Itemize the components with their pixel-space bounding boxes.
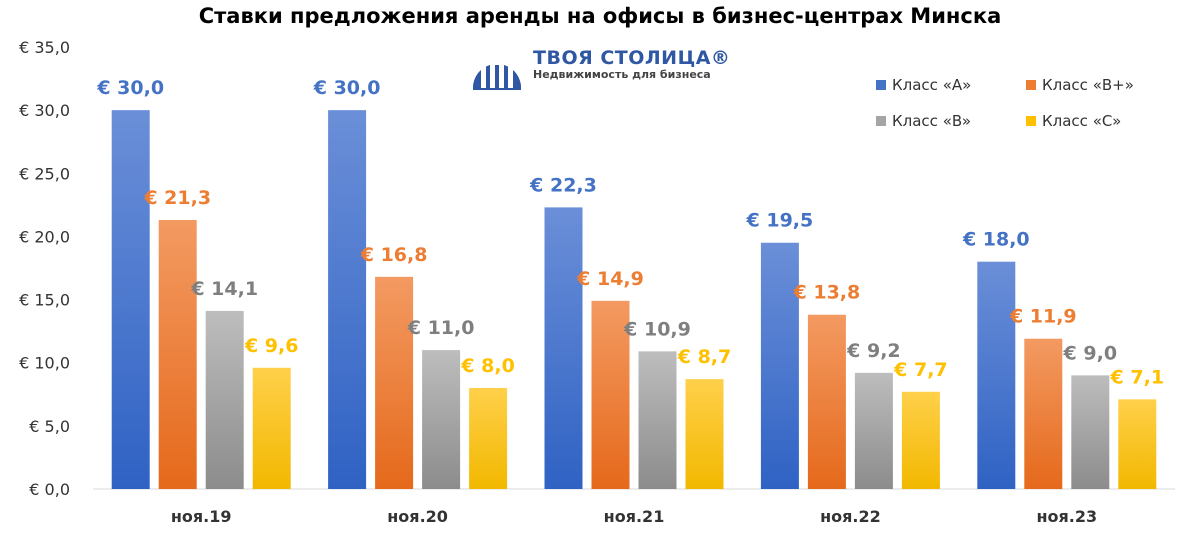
- x-tick-label: ноя.20: [387, 507, 448, 526]
- data-label: € 8,7: [677, 346, 732, 368]
- bar: [807, 314, 846, 489]
- y-tick-label: € 0,0: [29, 480, 70, 499]
- y-tick-label: € 35,0: [19, 38, 70, 57]
- legend-label: Класс «B»: [892, 112, 972, 130]
- bar: [111, 110, 150, 490]
- data-label: € 21,3: [143, 187, 211, 209]
- bar: [854, 372, 893, 489]
- y-tick-label: € 30,0: [19, 101, 70, 120]
- bar: [901, 391, 940, 489]
- bar: [638, 351, 677, 489]
- data-label: € 7,7: [893, 359, 948, 381]
- bar: [469, 387, 508, 489]
- x-tick-label: ноя.22: [820, 507, 881, 526]
- data-label: € 14,1: [190, 278, 258, 300]
- y-tick-label: € 15,0: [19, 291, 70, 310]
- legend-swatch: [876, 80, 886, 90]
- bar: [591, 300, 630, 489]
- data-label: € 22,3: [529, 174, 597, 196]
- data-label: € 30,0: [313, 77, 381, 99]
- data-label: € 7,1: [1110, 366, 1165, 388]
- bar: [685, 379, 724, 489]
- logo-tagline: Недвижимость для бизнеса: [533, 68, 711, 81]
- data-label: € 16,8: [360, 244, 428, 266]
- data-label: € 11,9: [1009, 306, 1077, 328]
- legend-item-a: Класс «A»: [876, 76, 1026, 94]
- data-label: € 11,0: [407, 317, 475, 339]
- legend-label: Класс «B+»: [1042, 76, 1134, 94]
- legend: Класс «A» Класс «B+» Класс «B» Класс «C»: [876, 76, 1176, 130]
- data-label: € 8,0: [460, 355, 515, 377]
- x-tick-label: ноя.21: [604, 507, 665, 526]
- bar: [1071, 375, 1110, 489]
- legend-item-b: Класс «B»: [876, 112, 1026, 130]
- logo: ТВОЯ СТОЛИЦА® Недвижимость для бизнеса: [471, 38, 730, 90]
- legend-label: Класс «A»: [892, 76, 972, 94]
- legend-swatch: [876, 116, 886, 126]
- bar: [1118, 399, 1157, 489]
- data-label: € 10,9: [623, 318, 691, 340]
- y-tick-label: € 10,0: [19, 354, 70, 373]
- legend-item-bplus: Класс «B+»: [1026, 76, 1176, 94]
- logo-name: ТВОЯ СТОЛИЦА®: [533, 47, 731, 69]
- bar: [205, 310, 244, 489]
- y-tick-label: € 20,0: [19, 227, 70, 246]
- legend-swatch: [1026, 80, 1036, 90]
- x-tick-label: ноя.19: [171, 507, 232, 526]
- data-label: € 13,8: [793, 282, 861, 304]
- data-label: € 14,9: [576, 268, 644, 290]
- x-tick-label: ноя.23: [1036, 507, 1097, 526]
- data-label: € 9,2: [846, 340, 901, 362]
- y-tick-label: € 5,0: [29, 417, 70, 436]
- bar: [328, 110, 367, 490]
- data-label: € 9,0: [1063, 342, 1118, 364]
- bar: [1024, 338, 1063, 489]
- data-label: € 9,6: [244, 335, 299, 357]
- bar: [422, 350, 461, 489]
- bar: [544, 207, 583, 489]
- data-label: € 19,5: [746, 210, 814, 232]
- logo-building-icon: [473, 50, 521, 90]
- bar: [158, 220, 197, 490]
- legend-swatch: [1026, 116, 1036, 126]
- legend-item-c: Класс «C»: [1026, 112, 1176, 130]
- bar: [977, 261, 1016, 489]
- data-label: € 30,0: [96, 77, 164, 99]
- chart-title: Ставки предложения аренды на офисы в биз…: [198, 4, 1002, 28]
- bar: [252, 367, 291, 489]
- y-tick-label: € 25,0: [19, 164, 70, 183]
- legend-label: Класс «C»: [1042, 112, 1122, 130]
- bar: [375, 276, 414, 489]
- data-label: € 18,0: [962, 229, 1030, 251]
- bar: [760, 242, 799, 489]
